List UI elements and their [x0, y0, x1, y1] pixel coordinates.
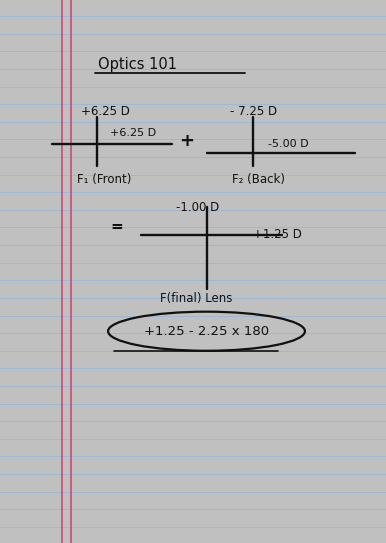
Text: =: = — [110, 219, 123, 235]
Text: +1.25 - 2.25 x 180: +1.25 - 2.25 x 180 — [144, 325, 269, 338]
Text: +: + — [179, 132, 195, 150]
Text: -5.00 D: -5.00 D — [268, 139, 309, 149]
Text: Optics 101: Optics 101 — [98, 56, 178, 72]
Text: +1.25 D: +1.25 D — [253, 228, 302, 241]
Text: F₁ (Front): F₁ (Front) — [77, 173, 132, 186]
Text: +6.25 D: +6.25 D — [81, 105, 130, 118]
Text: -1.00 D: -1.00 D — [176, 201, 219, 214]
Text: F(final) Lens: F(final) Lens — [160, 292, 232, 305]
Text: F₂ (Back): F₂ (Back) — [232, 173, 284, 186]
Text: - 7.25 D: - 7.25 D — [230, 105, 277, 118]
Text: +6.25 D: +6.25 D — [110, 128, 156, 138]
